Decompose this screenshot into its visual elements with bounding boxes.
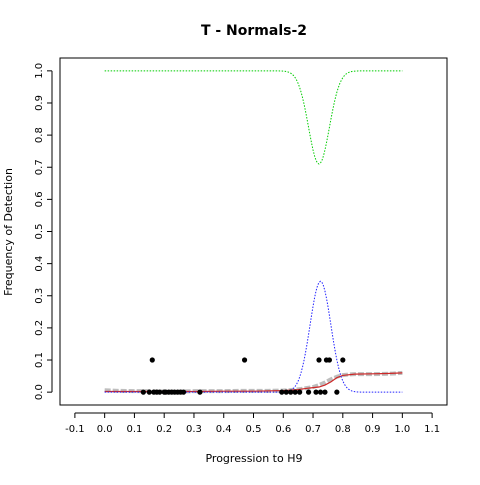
plot-frame [59, 57, 448, 406]
y-tick-label: 0.8 [34, 127, 45, 143]
y-tick-label: 0.2 [34, 320, 45, 336]
x-tick-label: 0.8 [335, 424, 351, 435]
data-point [316, 357, 322, 363]
axes-layer: -0.1 0.0 0.1 0.2 0.3 0.4 0.5 0.6 0.7 0.8 0.9 1.0 1.1… [34, 57, 448, 435]
x-tick-label: 0.2 [156, 424, 172, 435]
x-tick-label: 1.1 [424, 424, 440, 435]
data-point [149, 357, 155, 363]
data-point [297, 389, 303, 395]
points-layer [140, 357, 346, 395]
data-point [283, 389, 289, 395]
data-point [180, 389, 187, 395]
x-tick-label: 0.0 [97, 424, 113, 435]
data-point [197, 389, 203, 395]
data-point [326, 357, 333, 363]
x-tick-label: 0.3 [186, 424, 202, 435]
x-tick-label: 0.6 [275, 424, 291, 435]
y-tick-label: 1.0 [34, 63, 45, 79]
data-point [288, 389, 294, 395]
x-tick-label: 0.5 [246, 424, 262, 435]
data-point [305, 389, 312, 395]
curves-layer [104, 70, 403, 394]
data-point [140, 389, 146, 395]
x-tick-label: 0.7 [305, 424, 321, 435]
data-point [313, 389, 319, 395]
red-fit-line [104, 372, 403, 393]
x-tick-label: -0.1 [65, 424, 85, 435]
data-point [292, 389, 298, 395]
y-tick-label: 0.7 [34, 159, 45, 175]
y-tick-label: 0.6 [34, 191, 45, 207]
data-point [322, 389, 328, 395]
data-point [279, 389, 285, 395]
x-tick-label: 1.0 [394, 424, 410, 435]
x-tick-label: 0.1 [126, 424, 142, 435]
x-axis-label: Progression to H9 [205, 452, 302, 465]
y-tick-label: 0.0 [34, 384, 45, 400]
y-tick-label: 0.9 [34, 95, 45, 111]
y-axis-label: Frequency of Detection [2, 168, 15, 296]
y-tick-label: 0.4 [34, 256, 45, 272]
y-tick-label: 0.1 [34, 352, 45, 368]
data-point [317, 389, 324, 395]
data-point [146, 389, 152, 395]
x-tick-label: 0.4 [216, 424, 232, 435]
y-tick-label: 0.3 [34, 288, 45, 304]
data-point [340, 357, 346, 363]
chart-title: T - Normals-2 [201, 23, 307, 39]
data-point [241, 357, 248, 363]
data-point [334, 389, 340, 395]
data-point [157, 389, 163, 395]
y-tick-label: 0.5 [34, 224, 45, 240]
x-tick-label: 0.9 [365, 424, 381, 435]
